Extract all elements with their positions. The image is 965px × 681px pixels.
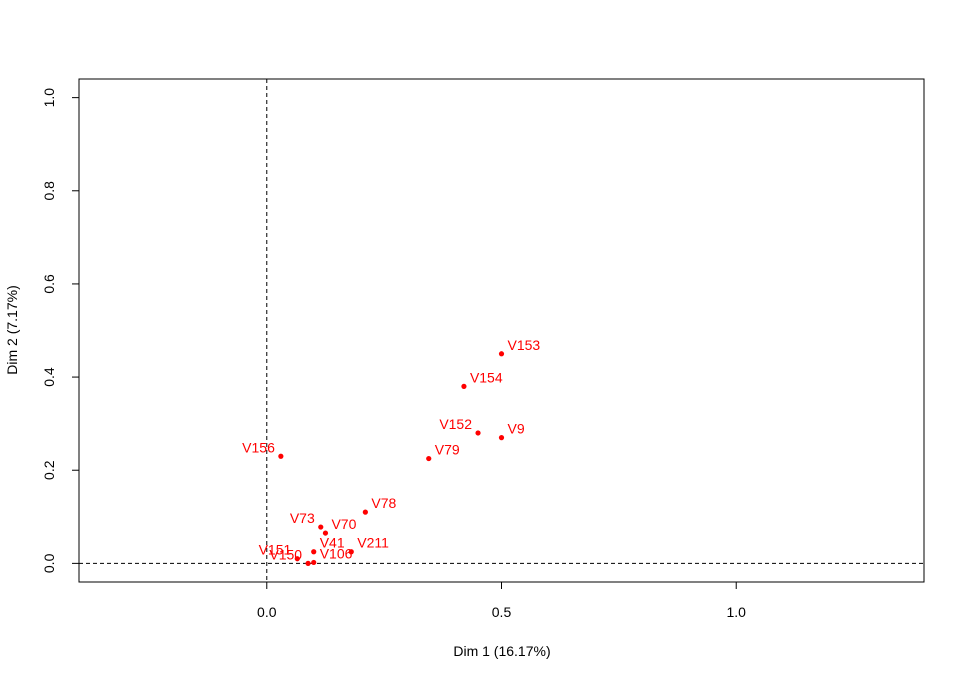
point-v9: [498, 435, 505, 441]
point-labels: V153 V154 V152 V9 V79 V156 V78 V70 V73 V211 V41 V15…: [242, 337, 540, 563]
point-v211: [348, 549, 354, 555]
point-label-v150: V150: [269, 546, 302, 562]
point-label-v211: V211: [357, 535, 389, 551]
point-v73: [318, 524, 324, 530]
point-label-v70: V70: [331, 516, 356, 532]
x-tick-label: 0.5: [492, 604, 512, 620]
point-label-v154: V154: [470, 369, 503, 385]
point-label-v153: V153: [508, 337, 541, 353]
point-v41: [311, 549, 317, 555]
point-v79: [426, 455, 432, 462]
point-label-v41: V41: [320, 535, 345, 551]
x-axis-title: Dim 1 (16.17%): [453, 643, 550, 659]
point-v152: [475, 430, 481, 436]
y-tick-label: 0.6: [41, 274, 57, 294]
point-v156: [278, 453, 284, 459]
point-v151: [294, 556, 300, 562]
point-v150: [305, 560, 311, 566]
point-v153: [498, 351, 505, 357]
plot-frame: [78, 78, 925, 583]
point-label-v106: V106: [320, 545, 353, 561]
reference-lines: [79, 79, 924, 582]
point-label-v156: V156: [242, 439, 275, 455]
point-label-v73: V73: [290, 510, 315, 526]
y-tick-label: 0.0: [41, 553, 57, 573]
point-v70: [322, 530, 329, 536]
x-tick-label: 1.0: [726, 604, 746, 620]
point-label-v151: V151: [259, 542, 292, 558]
y-tick-label: 0.8: [41, 181, 57, 201]
point-label-v9: V9: [508, 421, 525, 437]
point-label-v79: V79: [435, 442, 460, 458]
point-v78: [362, 509, 368, 515]
y-tick-label: 0.4: [41, 367, 57, 387]
point-label-v152: V152: [439, 416, 472, 432]
y-axis-title: Dim 2 (7.17%): [4, 285, 20, 374]
x-axis: 0.0 0.5 1.0: [257, 582, 746, 620]
data-points: [278, 351, 505, 566]
point-label-v78: V78: [371, 495, 396, 511]
x-tick-label: 0.0: [257, 604, 277, 620]
y-tick-label: 1.0: [41, 88, 57, 108]
point-v154: [461, 383, 467, 389]
y-tick-label: 0.2: [41, 460, 57, 480]
y-axis: 0.0 0.2 0.4 0.6 0.8 1.0: [41, 88, 79, 573]
point-v106: [311, 559, 317, 566]
